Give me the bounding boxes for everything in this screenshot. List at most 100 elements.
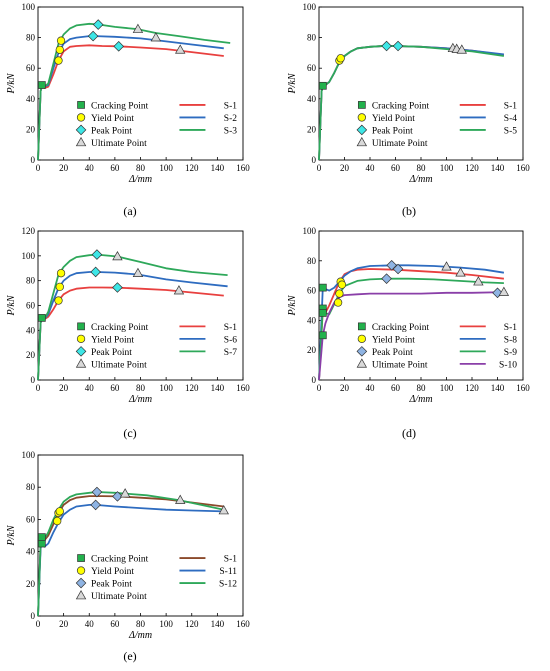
peak-point-marker [381,273,392,284]
cracking-point-marker [37,533,46,541]
x-tick-label: 80 [417,163,427,173]
legend-label: Cracking Point [372,101,430,111]
x-tick-label: 120 [185,619,199,629]
ultimate-point-marker [119,488,131,498]
yield-point-marker [56,269,66,278]
x-tick-label: 100 [159,619,173,629]
x-tick-label: 40 [85,619,95,629]
legend-series-label: S-8 [504,335,517,345]
y-axis-label: P/kN [287,294,298,316]
peak-point-marker [492,287,503,299]
ultimate-point-marker [218,505,229,515]
peak-point-marker [112,282,123,293]
legend-yield-marker [76,334,86,344]
legend-yield-marker [76,566,86,575]
peak-point-marker [381,40,392,52]
legend-cracking-marker [357,101,366,109]
legend-ultimate-marker [75,358,87,368]
x-tick-label: 60 [391,163,401,173]
x-tick-label: 140 [491,163,505,173]
legend-series-label: S-10 [499,360,517,370]
peak-point-marker [90,499,101,511]
y-axis-label: P/kN [287,72,298,94]
x-tick-label: 0 [36,619,41,629]
panel-caption: (b) [402,204,416,218]
legend-series-label: S-1 [224,555,237,565]
y-tick-label: 20 [307,345,317,355]
plot-frame [318,230,524,381]
x-tick-label: 80 [136,163,146,173]
legend-series-label: S-1 [504,323,517,333]
yield-point-marker [55,507,64,516]
panel-caption: (e) [123,649,136,663]
legend-series-label: S-1 [224,101,237,111]
x-tick-label: 160 [236,383,250,393]
panel-1: 0 20 40 60 80 100 120 140 160 0 20 40 60 80 100 Δ/mm P/k… [6,2,250,218]
x-tick-label: 20 [59,163,69,173]
legend-yield-marker [357,113,366,122]
legend-peak-marker [356,346,368,357]
legend-series-label: S-7 [224,348,237,358]
x-tick-label: 20 [59,383,69,393]
legend-label: Cracking Point [91,323,149,333]
x-tick-label: 140 [491,383,505,393]
yield-point-marker [56,36,66,45]
y-tick-label: 100 [22,2,36,12]
cracking-point-marker [37,314,46,322]
legend-peak-marker [75,124,87,136]
y-tick-label: 0 [312,155,317,165]
ultimate-point-marker [175,494,186,504]
y-tick-label: 100 [22,450,36,460]
cracking-point-marker [37,81,46,89]
legend-label: Cracking Point [372,323,430,333]
legend-peak-marker [75,577,87,589]
x-axis-label: Δ/mm [128,174,152,185]
x-tick-label: 40 [85,163,95,173]
x-tick-label: 60 [391,383,401,393]
legend-series-label: S-4 [504,114,517,124]
peak-point-marker [92,19,104,30]
y-tick-label: 40 [307,94,317,104]
yield-point-marker [54,56,63,65]
x-tick-label: 160 [516,383,530,393]
x-tick-label: 20 [340,163,350,173]
x-tick-label: 140 [211,383,225,393]
x-tick-label: 0 [36,383,41,393]
legend-label: Ultimate Point [91,592,147,602]
plot-frame [318,6,524,161]
legend-label: Ultimate Point [91,360,147,370]
legend-yield-marker [76,113,86,122]
y-tick-label: 0 [31,611,36,621]
y-tick-label: 40 [26,547,36,557]
yield-point-marker [333,298,343,307]
yield-point-marker [54,296,63,305]
x-axis-label: Δ/mm [408,174,432,185]
peak-point-marker [113,41,125,52]
x-tick-label: 100 [159,383,173,393]
peak-point-marker [91,249,103,260]
peak-point-marker [392,263,404,275]
y-tick-label: 20 [26,579,36,589]
x-tick-label: 160 [236,163,250,173]
legend-label: Peak Point [372,126,413,136]
legend-label: Peak Point [91,126,132,136]
x-tick-label: 0 [317,163,322,173]
x-tick-label: 120 [465,163,479,173]
panel-caption: (c) [123,426,136,440]
legend-series-label: S-11 [219,567,237,577]
legend-peak-marker [356,124,368,136]
y-tick-label: 80 [307,33,317,43]
legend-label: Cracking Point [91,101,149,111]
legend-label: Yield Point [91,114,134,124]
legend-label: Yield Point [91,335,134,345]
legend-series-label: S-12 [219,580,237,590]
ultimate-point-marker [473,276,484,286]
legend-label: Yield Point [91,567,134,577]
y-tick-label: 0 [312,375,317,385]
y-axis-label: P/kN [6,294,17,316]
legend-series-label: S-2 [224,114,237,124]
panel-caption: (a) [123,204,136,218]
y-tick-label: 80 [26,276,36,286]
x-tick-label: 80 [136,619,146,629]
